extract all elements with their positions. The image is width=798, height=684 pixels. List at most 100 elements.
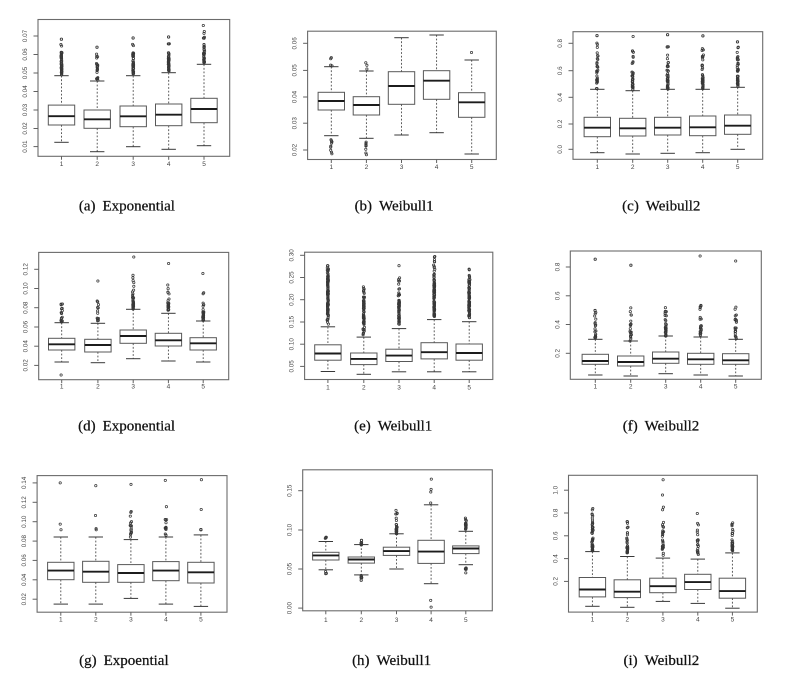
svg-text:0.2: 0.2 — [557, 119, 564, 128]
svg-text:2: 2 — [94, 617, 98, 624]
svg-text:0.10: 0.10 — [21, 515, 28, 528]
svg-text:0.10: 0.10 — [287, 523, 294, 536]
svg-text:4: 4 — [167, 384, 171, 391]
svg-text:0.08: 0.08 — [21, 534, 28, 547]
svg-text:(h) Weibull1: (h) Weibull1 — [352, 653, 431, 669]
svg-text:0.6: 0.6 — [554, 291, 561, 300]
svg-text:0.10: 0.10 — [23, 282, 30, 295]
svg-text:0.06: 0.06 — [23, 320, 30, 333]
svg-text:2: 2 — [629, 384, 633, 391]
svg-text:0.05: 0.05 — [292, 64, 299, 77]
svg-text:1: 1 — [60, 384, 64, 391]
svg-text:(g) Expoential: (g) Expoential — [79, 653, 168, 669]
svg-text:0.07: 0.07 — [22, 29, 29, 42]
svg-text:5: 5 — [201, 384, 205, 391]
svg-text:0.12: 0.12 — [23, 263, 30, 276]
svg-text:(f) Weibull2: (f) Weibull2 — [623, 419, 700, 435]
svg-text:0.4: 0.4 — [553, 554, 560, 563]
svg-text:5: 5 — [467, 385, 471, 392]
svg-text:0.6: 0.6 — [553, 531, 560, 540]
svg-text:2: 2 — [631, 164, 635, 171]
svg-text:0.0: 0.0 — [557, 144, 564, 153]
svg-text:4: 4 — [699, 384, 703, 391]
svg-text:1: 1 — [593, 384, 597, 391]
svg-text:0.12: 0.12 — [21, 496, 28, 509]
svg-text:0.30: 0.30 — [289, 249, 296, 262]
svg-text:0.8: 0.8 — [554, 262, 561, 271]
svg-text:1: 1 — [595, 164, 599, 171]
svg-text:1: 1 — [326, 385, 330, 392]
svg-text:0.06: 0.06 — [292, 37, 299, 50]
svg-text:0.4: 0.4 — [557, 92, 564, 101]
svg-text:1: 1 — [59, 617, 63, 624]
svg-text:0.02: 0.02 — [21, 593, 28, 606]
svg-text:0.02: 0.02 — [23, 359, 30, 372]
svg-text:0.20: 0.20 — [289, 293, 296, 306]
svg-text:3: 3 — [661, 617, 665, 624]
svg-text:5: 5 — [736, 164, 740, 171]
svg-text:0.04: 0.04 — [292, 90, 299, 103]
svg-text:0.05: 0.05 — [22, 66, 29, 79]
svg-text:3: 3 — [397, 385, 401, 392]
svg-text:(c) Weibull2: (c) Weibull2 — [622, 198, 700, 214]
svg-text:2: 2 — [365, 164, 369, 171]
svg-text:4: 4 — [164, 617, 168, 624]
svg-text:0.04: 0.04 — [21, 573, 28, 586]
svg-text:3: 3 — [666, 164, 670, 171]
svg-text:2: 2 — [95, 161, 99, 168]
svg-text:0.2: 0.2 — [553, 577, 560, 586]
svg-text:0.05: 0.05 — [287, 562, 294, 575]
svg-text:5: 5 — [464, 617, 468, 624]
svg-text:0.14: 0.14 — [21, 476, 28, 489]
svg-text:0.10: 0.10 — [289, 338, 296, 351]
svg-text:(d) Exponential: (d) Exponential — [78, 419, 175, 435]
svg-text:4: 4 — [429, 617, 433, 624]
svg-text:(b) Weibull1: (b) Weibull1 — [355, 198, 434, 214]
svg-text:5: 5 — [734, 384, 738, 391]
svg-text:2: 2 — [96, 384, 100, 391]
svg-text:3: 3 — [400, 164, 404, 171]
svg-text:0.08: 0.08 — [23, 301, 30, 314]
svg-text:1: 1 — [329, 164, 333, 171]
svg-text:0.6: 0.6 — [557, 66, 564, 75]
svg-text:1: 1 — [324, 617, 328, 624]
svg-text:0.00: 0.00 — [287, 601, 294, 614]
svg-text:0.8: 0.8 — [553, 508, 560, 517]
svg-text:5: 5 — [731, 617, 735, 624]
svg-text:0.15: 0.15 — [289, 315, 296, 328]
svg-text:3: 3 — [129, 617, 133, 624]
svg-text:0.15: 0.15 — [287, 484, 294, 497]
svg-text:3: 3 — [131, 384, 135, 391]
svg-text:0.02: 0.02 — [22, 122, 29, 135]
svg-text:3: 3 — [395, 617, 399, 624]
svg-text:4: 4 — [167, 161, 171, 168]
svg-text:1.0: 1.0 — [553, 485, 560, 494]
svg-text:(a) Exponential: (a) Exponential — [79, 198, 175, 214]
svg-text:0.03: 0.03 — [22, 103, 29, 116]
svg-text:0.2: 0.2 — [554, 348, 561, 357]
svg-text:3: 3 — [664, 384, 668, 391]
svg-text:2: 2 — [359, 617, 363, 624]
svg-text:4: 4 — [696, 617, 700, 624]
svg-text:0.02: 0.02 — [292, 143, 299, 156]
svg-text:0.04: 0.04 — [22, 85, 29, 98]
svg-text:3: 3 — [131, 161, 135, 168]
svg-text:4: 4 — [701, 164, 705, 171]
svg-text:0.05: 0.05 — [289, 360, 296, 373]
svg-text:0.04: 0.04 — [23, 340, 30, 353]
svg-text:0.03: 0.03 — [292, 117, 299, 130]
svg-text:5: 5 — [202, 161, 206, 168]
svg-text:(e) Weibull1: (e) Weibull1 — [354, 419, 432, 435]
svg-text:2: 2 — [625, 617, 629, 624]
svg-text:0.06: 0.06 — [22, 48, 29, 61]
svg-text:(i) Weibull2: (i) Weibull2 — [624, 653, 700, 669]
svg-text:4: 4 — [432, 385, 436, 392]
svg-text:2: 2 — [362, 385, 366, 392]
svg-text:1: 1 — [60, 161, 64, 168]
svg-text:5: 5 — [199, 617, 203, 624]
svg-text:1: 1 — [591, 617, 595, 624]
svg-text:0.06: 0.06 — [21, 554, 28, 567]
svg-text:0.8: 0.8 — [557, 38, 564, 47]
svg-text:0.4: 0.4 — [554, 320, 561, 329]
svg-text:4: 4 — [435, 164, 439, 171]
